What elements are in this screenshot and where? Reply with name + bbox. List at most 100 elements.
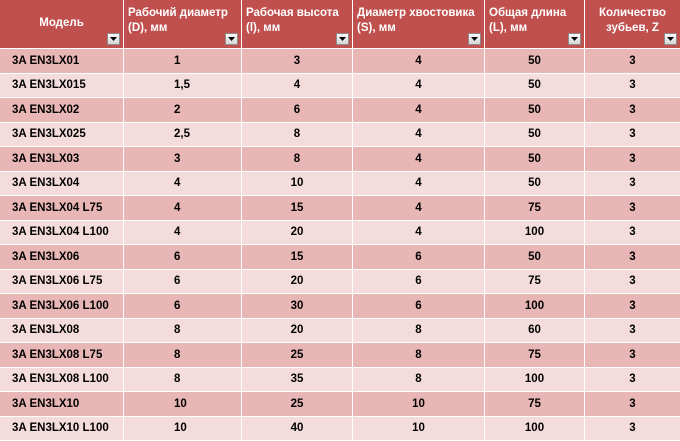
cell-working-diameter: 6 bbox=[124, 269, 242, 294]
header-teeth-count-label: Количество зубьев, Z bbox=[598, 7, 667, 34]
filter-dropdown-button[interactable] bbox=[225, 33, 238, 45]
cell-working-height: 15 bbox=[242, 196, 353, 221]
cell-working-diameter: 10 bbox=[124, 416, 242, 441]
cell-model: 3A EN3LX04 bbox=[0, 171, 124, 196]
header-total-length-label: Общая длина (L), мм bbox=[489, 7, 567, 34]
cell-teeth-count: 3 bbox=[585, 392, 680, 417]
cell-shank-diameter: 4 bbox=[353, 220, 485, 245]
cell-model: 3A EN3LX01 bbox=[0, 49, 124, 74]
cell-teeth-count: 3 bbox=[585, 343, 680, 368]
cell-working-height: 10 bbox=[242, 171, 353, 196]
filter-dropdown-button[interactable] bbox=[664, 33, 677, 45]
header-working-height: Рабочая высота (l), мм bbox=[242, 0, 353, 49]
cell-model: 3A EN3LX08 L100 bbox=[0, 367, 124, 392]
cell-working-height: 40 bbox=[242, 416, 353, 441]
cell-working-height: 20 bbox=[242, 220, 353, 245]
cell-model: 3A EN3LX06 L75 bbox=[0, 269, 124, 294]
cell-total-length: 100 bbox=[485, 294, 585, 319]
cell-shank-diameter: 4 bbox=[353, 171, 485, 196]
dropdown-arrow-icon bbox=[110, 37, 117, 41]
cell-teeth-count: 3 bbox=[585, 245, 680, 270]
cell-working-diameter: 4 bbox=[124, 220, 242, 245]
cell-working-height: 25 bbox=[242, 343, 353, 368]
cell-teeth-count: 3 bbox=[585, 269, 680, 294]
header-working-diameter: Рабочий диаметр (D), мм bbox=[124, 0, 242, 49]
cell-total-length: 75 bbox=[485, 392, 585, 417]
cell-teeth-count: 3 bbox=[585, 171, 680, 196]
cell-working-diameter: 1,5 bbox=[124, 73, 242, 98]
cell-shank-diameter: 6 bbox=[353, 245, 485, 270]
cell-working-height: 3 bbox=[242, 49, 353, 74]
header-teeth-count: Количество зубьев, Z bbox=[585, 0, 680, 49]
cell-teeth-count: 3 bbox=[585, 49, 680, 74]
cell-model: 3A EN3LX08 bbox=[0, 318, 124, 343]
dropdown-arrow-icon bbox=[228, 37, 235, 41]
cell-shank-diameter: 8 bbox=[353, 343, 485, 368]
cell-working-diameter: 1 bbox=[124, 49, 242, 74]
cell-shank-diameter: 4 bbox=[353, 122, 485, 147]
cell-working-diameter: 3 bbox=[124, 147, 242, 172]
cell-working-diameter: 10 bbox=[124, 392, 242, 417]
cell-teeth-count: 3 bbox=[585, 220, 680, 245]
cell-working-height: 20 bbox=[242, 318, 353, 343]
cell-total-length: 75 bbox=[485, 343, 585, 368]
cell-teeth-count: 3 bbox=[585, 98, 680, 123]
header-model: Модель bbox=[0, 0, 124, 49]
cell-working-height: 35 bbox=[242, 367, 353, 392]
header-working-height-label: Рабочая высота (l), мм bbox=[246, 7, 339, 34]
cell-shank-diameter: 10 bbox=[353, 416, 485, 441]
cell-shank-diameter: 6 bbox=[353, 269, 485, 294]
filter-dropdown-button[interactable] bbox=[107, 33, 120, 45]
cell-model: 3A EN3LX04 L100 bbox=[0, 220, 124, 245]
cell-model: 3A EN3LX025 bbox=[0, 122, 124, 147]
cell-teeth-count: 3 bbox=[585, 196, 680, 221]
cell-working-diameter: 6 bbox=[124, 294, 242, 319]
cell-shank-diameter: 4 bbox=[353, 196, 485, 221]
dropdown-arrow-icon bbox=[471, 37, 478, 41]
cell-working-diameter: 4 bbox=[124, 196, 242, 221]
cell-working-diameter: 6 bbox=[124, 245, 242, 270]
cell-shank-diameter: 6 bbox=[353, 294, 485, 319]
dropdown-arrow-icon bbox=[667, 37, 674, 41]
cell-total-length: 100 bbox=[485, 367, 585, 392]
cell-teeth-count: 3 bbox=[585, 122, 680, 147]
cell-working-height: 4 bbox=[242, 73, 353, 98]
cell-model: 3A EN3LX06 L100 bbox=[0, 294, 124, 319]
cell-total-length: 50 bbox=[485, 147, 585, 172]
header-shank-diameter: Диаметр хвостовика (S), мм bbox=[353, 0, 485, 49]
cell-model: 3A EN3LX04 L75 bbox=[0, 196, 124, 221]
cell-shank-diameter: 4 bbox=[353, 98, 485, 123]
cell-total-length: 75 bbox=[485, 196, 585, 221]
cell-model: 3A EN3LX03 bbox=[0, 147, 124, 172]
cell-working-diameter: 8 bbox=[124, 318, 242, 343]
cell-working-diameter: 8 bbox=[124, 343, 242, 368]
cell-shank-diameter: 8 bbox=[353, 318, 485, 343]
cell-model: 3A EN3LX015 bbox=[0, 73, 124, 98]
cell-teeth-count: 3 bbox=[585, 416, 680, 441]
cell-total-length: 75 bbox=[485, 269, 585, 294]
cell-model: 3A EN3LX08 L75 bbox=[0, 343, 124, 368]
cell-teeth-count: 3 bbox=[585, 318, 680, 343]
cell-total-length: 50 bbox=[485, 122, 585, 147]
cell-shank-diameter: 4 bbox=[353, 73, 485, 98]
cell-model: 3A EN3LX10 L100 bbox=[0, 416, 124, 441]
cell-working-height: 15 bbox=[242, 245, 353, 270]
cell-working-height: 20 bbox=[242, 269, 353, 294]
cell-teeth-count: 3 bbox=[585, 147, 680, 172]
cell-working-diameter: 2 bbox=[124, 98, 242, 123]
cell-shank-diameter: 8 bbox=[353, 367, 485, 392]
cell-total-length: 50 bbox=[485, 245, 585, 270]
cell-teeth-count: 3 bbox=[585, 294, 680, 319]
header-working-diameter-label: Рабочий диаметр (D), мм bbox=[128, 7, 228, 34]
cell-teeth-count: 3 bbox=[585, 367, 680, 392]
cell-working-height: 8 bbox=[242, 147, 353, 172]
filter-dropdown-button[interactable] bbox=[468, 33, 481, 45]
cell-total-length: 60 bbox=[485, 318, 585, 343]
cell-teeth-count: 3 bbox=[585, 73, 680, 98]
cell-shank-diameter: 4 bbox=[353, 147, 485, 172]
cell-total-length: 100 bbox=[485, 416, 585, 441]
cell-working-height: 30 bbox=[242, 294, 353, 319]
filter-dropdown-button[interactable] bbox=[336, 33, 349, 45]
filter-dropdown-button[interactable] bbox=[568, 33, 581, 45]
